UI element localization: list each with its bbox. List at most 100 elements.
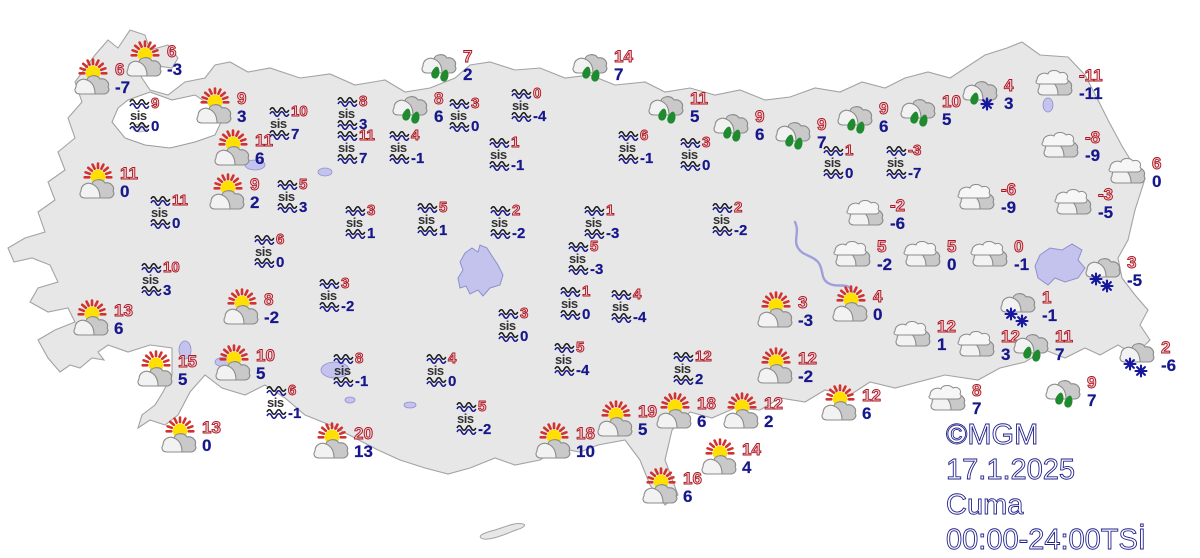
svg-text:sis: sis: [450, 108, 467, 123]
svg-text:1: 1: [937, 335, 946, 354]
svg-text:3: 3: [367, 202, 375, 219]
svg-text:13: 13: [354, 442, 373, 461]
svg-text:0: 0: [1152, 172, 1161, 191]
svg-text:sis: sis: [824, 155, 841, 170]
svg-text:1: 1: [606, 202, 614, 219]
svg-text:-11: -11: [1079, 84, 1103, 103]
svg-text:0: 0: [151, 118, 159, 135]
svg-text:14: 14: [614, 47, 633, 66]
svg-text:-9: -9: [1001, 198, 1016, 217]
svg-text:sis: sis: [418, 212, 435, 227]
svg-text:1: 1: [367, 225, 375, 242]
svg-text:sis: sis: [346, 215, 363, 230]
svg-text:9: 9: [151, 95, 159, 112]
svg-text:sis: sis: [338, 106, 355, 121]
svg-text:2: 2: [695, 371, 703, 388]
svg-text:9: 9: [879, 99, 888, 118]
svg-text:5: 5: [590, 238, 598, 255]
svg-text:-1: -1: [511, 157, 524, 174]
svg-text:3: 3: [520, 305, 528, 322]
svg-text:0: 0: [202, 436, 211, 455]
svg-text:sis: sis: [612, 299, 629, 314]
svg-text:8: 8: [355, 350, 363, 367]
svg-text:11: 11: [359, 127, 375, 144]
svg-text:sis: sis: [255, 244, 272, 259]
svg-text:11: 11: [690, 89, 708, 108]
svg-text:sis: sis: [491, 215, 508, 230]
svg-text:14: 14: [742, 440, 761, 459]
svg-text:3: 3: [299, 199, 307, 216]
svg-text:-1: -1: [640, 150, 653, 167]
svg-text:12: 12: [937, 317, 956, 336]
svg-text:-2: -2: [798, 367, 813, 386]
svg-text:3: 3: [1001, 345, 1010, 364]
svg-text:7: 7: [972, 399, 981, 418]
svg-text:11: 11: [1055, 327, 1073, 346]
svg-text:5: 5: [478, 398, 486, 415]
svg-text:9: 9: [250, 175, 259, 194]
svg-text:1: 1: [511, 134, 519, 151]
svg-text:5: 5: [877, 237, 886, 256]
svg-text:1: 1: [582, 283, 590, 300]
svg-text:-6: -6: [890, 214, 905, 233]
svg-text:sis: sis: [390, 140, 407, 155]
svg-text:2: 2: [512, 202, 520, 219]
svg-text:-3: -3: [606, 225, 619, 242]
svg-text:-2: -2: [512, 225, 525, 242]
svg-text:3: 3: [341, 275, 349, 292]
svg-text:2: 2: [250, 193, 259, 212]
svg-text:6: 6: [697, 412, 706, 431]
svg-text:18: 18: [576, 424, 595, 443]
svg-text:3: 3: [702, 134, 710, 151]
svg-text:12: 12: [764, 394, 783, 413]
svg-text:13: 13: [202, 418, 221, 437]
svg-text:-3: -3: [1098, 185, 1113, 204]
svg-text:sis: sis: [457, 411, 474, 426]
svg-text:0: 0: [520, 328, 528, 345]
svg-text:6: 6: [114, 319, 123, 338]
svg-text:sis: sis: [585, 215, 602, 230]
svg-text:17.1.2025: 17.1.2025: [946, 454, 1075, 486]
svg-text:sis: sis: [681, 147, 698, 162]
svg-text:sis: sis: [427, 363, 444, 378]
svg-text:-2: -2: [341, 298, 354, 315]
svg-text:12: 12: [862, 386, 881, 405]
svg-text:6: 6: [276, 231, 284, 248]
svg-text:4: 4: [448, 350, 457, 367]
svg-text:12: 12: [798, 349, 817, 368]
svg-text:sis: sis: [130, 108, 147, 123]
svg-text:5: 5: [439, 199, 447, 216]
svg-text:-1: -1: [1014, 255, 1029, 274]
svg-text:8: 8: [434, 89, 443, 108]
svg-text:5: 5: [942, 110, 951, 129]
svg-text:1: 1: [1042, 288, 1051, 307]
svg-text:00:00-24:00TSİ: 00:00-24:00TSİ: [946, 523, 1146, 556]
svg-text:-6: -6: [1161, 356, 1176, 375]
svg-text:0: 0: [873, 305, 882, 324]
svg-text:3: 3: [471, 95, 479, 112]
svg-text:0: 0: [172, 215, 180, 232]
svg-text:2: 2: [1161, 338, 1170, 357]
svg-text:-3: -3: [590, 261, 603, 278]
svg-text:6: 6: [862, 404, 871, 423]
svg-text:-4: -4: [576, 362, 590, 379]
svg-text:-4: -4: [533, 108, 547, 125]
svg-text:©MGM: ©MGM: [946, 419, 1038, 451]
svg-text:10: 10: [291, 103, 308, 120]
svg-text:4: 4: [742, 458, 752, 477]
svg-text:19: 19: [638, 402, 657, 421]
svg-text:10: 10: [256, 346, 275, 365]
svg-text:sis: sis: [151, 205, 168, 220]
svg-text:-7: -7: [115, 78, 130, 97]
svg-text:6: 6: [288, 382, 296, 399]
svg-text:12: 12: [695, 348, 712, 365]
svg-text:2: 2: [764, 412, 773, 431]
svg-text:sis: sis: [142, 272, 159, 287]
svg-text:9: 9: [817, 115, 826, 134]
svg-text:-2: -2: [264, 308, 279, 327]
svg-text:0: 0: [702, 157, 710, 174]
svg-text:6: 6: [640, 127, 648, 144]
svg-text:5: 5: [690, 107, 699, 126]
svg-text:7: 7: [817, 133, 826, 152]
svg-text:0: 0: [845, 165, 853, 182]
